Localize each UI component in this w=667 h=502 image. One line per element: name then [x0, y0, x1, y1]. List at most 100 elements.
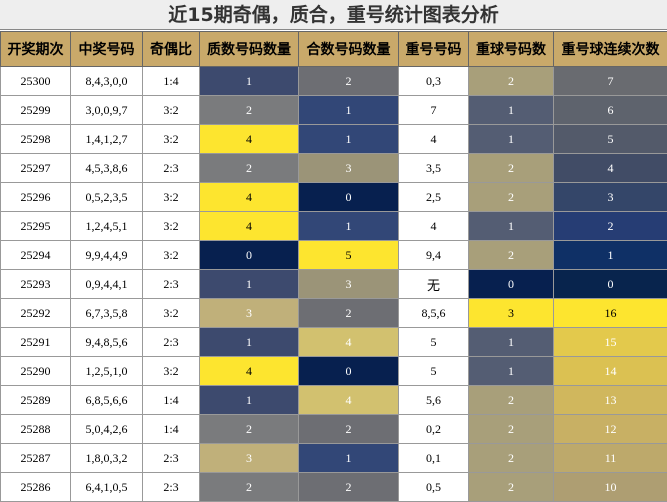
cell-repeat-streak: 16 — [554, 299, 667, 328]
cell-composite-count: 1 — [299, 444, 399, 473]
cell-period: 25287 — [1, 444, 71, 473]
cell-repeat-numbers: 4 — [399, 212, 469, 241]
cell-prime-count: 1 — [200, 386, 299, 415]
cell-repeat-numbers: 0,1 — [399, 444, 469, 473]
cell-odd-even: 1:4 — [143, 386, 200, 415]
cell-composite-count: 1 — [299, 212, 399, 241]
cell-period: 25297 — [1, 154, 71, 183]
cell-repeat-numbers: 无 — [399, 270, 469, 299]
cell-prime-count: 2 — [200, 473, 299, 502]
cell-repeat-numbers: 0,2 — [399, 415, 469, 444]
cell-repeat-numbers: 0,3 — [399, 67, 469, 96]
cell-period: 25290 — [1, 357, 71, 386]
cell-numbers: 5,0,4,2,6 — [71, 415, 143, 444]
cell-repeat-count: 2 — [469, 67, 554, 96]
cell-repeat-numbers: 5 — [399, 357, 469, 386]
cell-composite-count: 2 — [299, 415, 399, 444]
cell-repeat-count: 1 — [469, 357, 554, 386]
cell-repeat-count: 2 — [469, 386, 554, 415]
cell-repeat-count: 0 — [469, 270, 554, 299]
cell-numbers: 0,9,4,4,1 — [71, 270, 143, 299]
cell-composite-count: 2 — [299, 67, 399, 96]
cell-numbers: 6,8,5,6,6 — [71, 386, 143, 415]
cell-period: 25286 — [1, 473, 71, 502]
cell-repeat-numbers: 7 — [399, 96, 469, 125]
cell-repeat-count: 1 — [469, 328, 554, 357]
cell-numbers: 1,2,4,5,1 — [71, 212, 143, 241]
cell-composite-count: 0 — [299, 183, 399, 212]
cell-composite-count: 3 — [299, 270, 399, 299]
cell-numbers: 1,8,0,3,2 — [71, 444, 143, 473]
cell-odd-even: 3:2 — [143, 241, 200, 270]
cell-numbers: 6,7,3,5,8 — [71, 299, 143, 328]
cell-repeat-count: 2 — [469, 241, 554, 270]
cell-prime-count: 4 — [200, 125, 299, 154]
cell-repeat-count: 2 — [469, 444, 554, 473]
header-numbers: 中奖号码 — [71, 32, 143, 67]
cell-repeat-numbers: 5 — [399, 328, 469, 357]
cell-prime-count: 3 — [200, 444, 299, 473]
cell-numbers: 9,4,8,5,6 — [71, 328, 143, 357]
cell-repeat-streak: 6 — [554, 96, 667, 125]
cell-repeat-count: 2 — [469, 183, 554, 212]
cell-odd-even: 2:3 — [143, 473, 200, 502]
cell-odd-even: 1:4 — [143, 415, 200, 444]
cell-period: 25292 — [1, 299, 71, 328]
header-odd-even: 奇偶比 — [143, 32, 200, 67]
cell-repeat-numbers: 4 — [399, 125, 469, 154]
cell-odd-even: 3:2 — [143, 299, 200, 328]
cell-repeat-count: 3 — [469, 299, 554, 328]
cell-repeat-streak: 5 — [554, 125, 667, 154]
cell-prime-count: 4 — [200, 212, 299, 241]
cell-composite-count: 2 — [299, 299, 399, 328]
cell-repeat-count: 1 — [469, 96, 554, 125]
cell-repeat-streak: 1 — [554, 241, 667, 270]
cell-repeat-streak: 10 — [554, 473, 667, 502]
cell-repeat-streak: 14 — [554, 357, 667, 386]
cell-repeat-numbers: 5,6 — [399, 386, 469, 415]
cell-period: 25288 — [1, 415, 71, 444]
cell-composite-count: 3 — [299, 154, 399, 183]
cell-period: 25299 — [1, 96, 71, 125]
cell-period: 25291 — [1, 328, 71, 357]
cell-repeat-numbers: 3,5 — [399, 154, 469, 183]
cell-prime-count: 0 — [200, 241, 299, 270]
cell-prime-count: 3 — [200, 299, 299, 328]
cell-odd-even: 3:2 — [143, 183, 200, 212]
cell-repeat-streak: 0 — [554, 270, 667, 299]
cell-period: 25300 — [1, 67, 71, 96]
cell-composite-count: 5 — [299, 241, 399, 270]
cell-repeat-streak: 11 — [554, 444, 667, 473]
cell-numbers: 1,2,5,1,0 — [71, 357, 143, 386]
cell-odd-even: 2:3 — [143, 444, 200, 473]
cell-odd-even: 1:4 — [143, 67, 200, 96]
header-composite-count: 合数号码数量 — [299, 32, 399, 67]
header-repeat-streak: 重号球连续次数 — [554, 32, 667, 67]
cell-prime-count: 4 — [200, 183, 299, 212]
cell-period: 25289 — [1, 386, 71, 415]
cell-repeat-count: 1 — [469, 125, 554, 154]
cell-prime-count: 1 — [200, 328, 299, 357]
cell-numbers: 8,4,3,0,0 — [71, 67, 143, 96]
cell-repeat-numbers: 2,5 — [399, 183, 469, 212]
cell-odd-even: 2:3 — [143, 154, 200, 183]
cell-period: 25294 — [1, 241, 71, 270]
cell-numbers: 6,4,1,0,5 — [71, 473, 143, 502]
cell-composite-count: 1 — [299, 125, 399, 154]
cell-repeat-numbers: 9,4 — [399, 241, 469, 270]
cell-composite-count: 1 — [299, 96, 399, 125]
cell-repeat-count: 2 — [469, 415, 554, 444]
cell-prime-count: 2 — [200, 154, 299, 183]
cell-period: 25296 — [1, 183, 71, 212]
